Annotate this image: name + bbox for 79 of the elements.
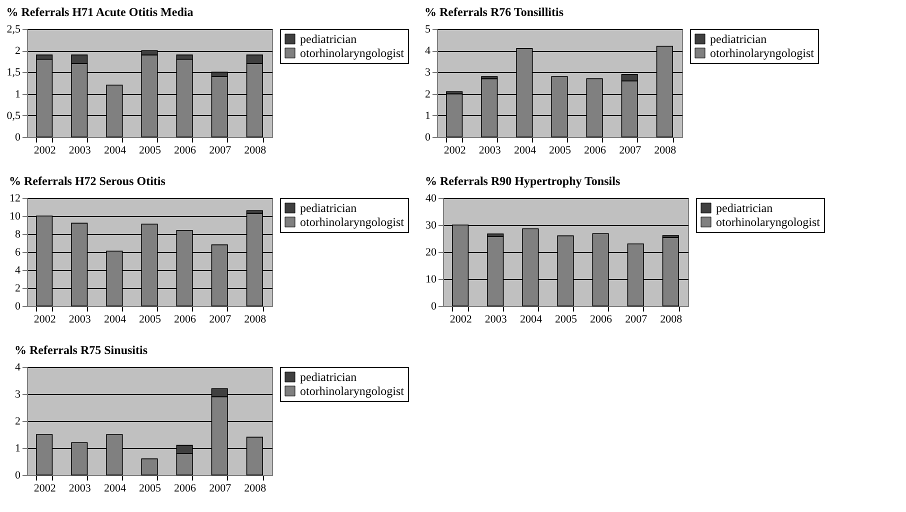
legend-label: pediatrician	[716, 201, 773, 215]
y-tick-label: 0,5	[6, 110, 21, 122]
y-tick-label: 2,5	[6, 24, 21, 36]
y-tick-label: 2	[15, 45, 20, 58]
x-tick-label: 2002	[34, 482, 56, 494]
x-tick-label: 2008	[654, 144, 677, 156]
x-tick-label: 2005	[139, 482, 162, 494]
chart-title: % Referrals R75 Sinusitis	[14, 343, 148, 357]
y-tick-label: 10	[426, 274, 437, 286]
x-tick-label: 2007	[209, 144, 232, 156]
y-tick-label: 3	[425, 66, 431, 79]
y-tick-label: 12	[10, 192, 20, 204]
x-tick-label: 2007	[209, 314, 232, 326]
x-tick-label: 2006	[174, 144, 197, 156]
y-tick-label: 4	[15, 362, 21, 374]
y-tick-label: 8	[15, 228, 21, 240]
x-tick-label: 2008	[244, 482, 267, 494]
y-tick-label: 2	[425, 88, 430, 100]
x-tick-label: 2002	[450, 314, 472, 326]
y-tick-label: 1	[425, 110, 430, 122]
y-tick-label: 40	[426, 192, 437, 204]
x-tick-label: 2006	[174, 482, 197, 494]
y-tick-label: 10	[10, 210, 21, 222]
y-tick-label: 0	[425, 132, 431, 144]
x-tick-label: 2003	[68, 314, 92, 326]
x-tick-label: 2006	[590, 314, 613, 326]
x-tick-label: 2003	[68, 144, 92, 156]
x-tick-label: 2008	[244, 144, 267, 156]
y-tick-label: 6	[15, 246, 21, 258]
x-tick-label: 2004	[104, 482, 126, 494]
x-tick-label: 2003	[484, 314, 508, 326]
y-tick-label: 4	[425, 45, 431, 58]
y-tick-label: 5	[425, 24, 431, 36]
y-tick-label: 0	[15, 470, 21, 482]
legend-label: pediatrician	[300, 370, 357, 384]
x-tick-label: 2005	[555, 314, 578, 326]
x-tick-label: 2008	[660, 314, 683, 326]
x-tick-label: 2006	[584, 144, 607, 156]
x-tick-label: 2008	[244, 314, 267, 326]
x-tick-label: 2007	[619, 144, 642, 156]
y-tick-label: 4	[15, 264, 21, 276]
y-tick-label: 1,5	[6, 66, 21, 79]
legend-label: pediatrician	[300, 32, 357, 46]
legend-label: otorhinolaryngologist	[300, 384, 405, 398]
y-tick-label: 20	[426, 246, 437, 258]
x-tick-label: 2006	[174, 314, 197, 326]
chart-title: % Referrals R76 Tonsillitis	[424, 5, 564, 19]
legend-label: pediatrician	[710, 32, 767, 46]
x-tick-label: 2004	[520, 314, 542, 326]
x-tick-label: 2007	[625, 314, 648, 326]
x-tick-label: 2007	[209, 482, 232, 494]
x-tick-label: 2003	[68, 482, 92, 494]
y-tick-label: 2	[15, 282, 20, 294]
x-tick-label: 2002	[34, 144, 56, 156]
legend-label: pediatrician	[300, 201, 357, 215]
y-tick-label: 0	[15, 300, 21, 312]
x-tick-label: 2004	[104, 144, 126, 156]
x-tick-label: 2003	[478, 144, 502, 156]
x-tick-label: 2002	[34, 314, 56, 326]
legend-label: otorhinolaryngologist	[710, 46, 815, 60]
x-tick-label: 2005	[139, 144, 162, 156]
y-tick-label: 3	[15, 388, 21, 400]
y-tick-label: 0	[15, 132, 21, 144]
y-tick-label: 0	[431, 300, 437, 312]
legend-label: otorhinolaryngologist	[300, 215, 405, 229]
x-tick-label: 2005	[549, 144, 572, 156]
x-tick-label: 2004	[104, 314, 126, 326]
legend-label: otorhinolaryngologist	[716, 215, 821, 229]
chart-title: % Referrals H71 Acute Otitis Media	[6, 5, 194, 19]
x-tick-label: 2005	[139, 314, 162, 326]
x-tick-label: 2004	[514, 144, 536, 156]
y-tick-label: 30	[426, 220, 437, 232]
y-tick-label: 2	[15, 416, 20, 428]
x-tick-label: 2002	[444, 144, 466, 156]
y-tick-label: 1	[15, 88, 20, 100]
chart-title: % Referrals R90 Hypertrophy Tonsils	[425, 174, 620, 188]
y-tick-label: 1	[15, 442, 20, 454]
chart-title: % Referrals H72 Serous Otitis	[9, 174, 166, 188]
legend-label: otorhinolaryngologist	[300, 46, 405, 60]
